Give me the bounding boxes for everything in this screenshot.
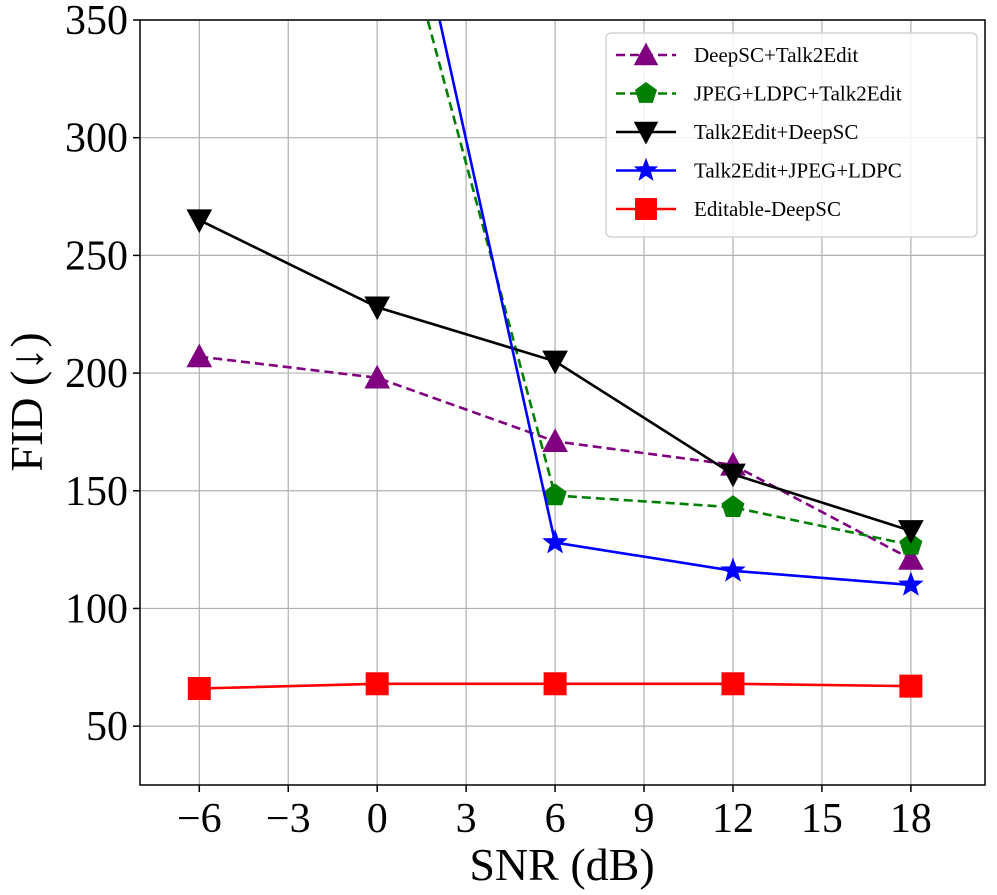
data-point-editable-deepsc xyxy=(365,672,389,696)
y-tick-label: 100 xyxy=(65,586,128,632)
legend-label: Talk2Edit+DeepSC xyxy=(694,120,858,144)
data-point-deepsc-talk2edit xyxy=(186,343,213,368)
y-tick-label: 250 xyxy=(65,233,128,279)
legend-label: Talk2Edit+JPEG+LDPC xyxy=(694,159,902,183)
x-tick-label: 6 xyxy=(545,796,566,842)
x-tick-label: 18 xyxy=(890,796,932,842)
x-tick-label: −6 xyxy=(177,796,222,842)
legend-item-editable-deepsc: Editable-DeepSC xyxy=(616,197,841,221)
series-line-jpeg-ldpc-talk2edit xyxy=(426,20,912,547)
data-point-editable-deepsc xyxy=(721,672,745,696)
y-tick-label: 50 xyxy=(86,704,128,750)
series-talk2edit-jpeg-ldpc xyxy=(438,20,924,596)
legend-marker-deepsc-talk2edit xyxy=(633,42,659,66)
y-axis-label: FID (↓) xyxy=(1,332,52,471)
legend-box xyxy=(605,32,978,238)
data-point-jpeg-ldpc-talk2edit xyxy=(721,495,745,518)
data-point-talk2edit-deepsc xyxy=(186,209,213,234)
x-tick-label: −3 xyxy=(266,796,311,842)
plot-frame xyxy=(139,19,986,786)
x-tick-label: 0 xyxy=(367,796,388,842)
data-point-talk2edit-deepsc xyxy=(898,520,924,544)
legend-item-deepsc-talk2edit: DeepSC+Talk2Edit xyxy=(616,42,859,67)
legend-label: DeepSC+Talk2Edit xyxy=(694,43,859,67)
data-point-talk2edit-deepsc xyxy=(542,350,568,375)
legend-item-talk2edit-jpeg-ldpc: Talk2Edit+JPEG+LDPC xyxy=(616,157,902,183)
data-point-deepsc-talk2edit xyxy=(898,545,924,570)
series-layer xyxy=(186,20,924,700)
series-editable-deepsc xyxy=(187,672,923,700)
data-point-editable-deepsc xyxy=(187,676,211,700)
legend-marker-jpeg-ldpc-talk2edit xyxy=(635,81,657,103)
y-tick-label: 200 xyxy=(65,351,128,397)
data-point-jpeg-ldpc-talk2edit xyxy=(543,483,567,506)
legend-item-jpeg-ldpc-talk2edit: JPEG+LDPC+Talk2Edit xyxy=(616,82,902,106)
y-tick-label: 300 xyxy=(65,116,128,162)
y-tick-label: 350 xyxy=(65,0,128,44)
x-tick-label: 3 xyxy=(456,796,477,842)
data-point-talk2edit-jpeg-ldpc xyxy=(720,557,746,582)
x-tick-label: 9 xyxy=(634,796,655,842)
data-point-editable-deepsc xyxy=(543,672,567,696)
data-point-deepsc-talk2edit xyxy=(542,428,568,453)
series-talk2edit-deepsc xyxy=(186,209,924,544)
data-point-talk2edit-deepsc xyxy=(720,463,746,488)
y-tick-label: 150 xyxy=(65,469,128,515)
x-tick-label: 15 xyxy=(801,796,843,842)
series-line-talk2edit-jpeg-ldpc xyxy=(438,20,911,587)
data-point-editable-deepsc xyxy=(899,674,923,698)
x-tick-label: 12 xyxy=(712,796,754,842)
data-point-deepsc-talk2edit xyxy=(364,364,391,389)
legend-marker-talk2edit-deepsc xyxy=(633,121,659,145)
legend-label: JPEG+LDPC+Talk2Edit xyxy=(694,82,902,106)
x-axis-label: SNR (dB) xyxy=(469,839,654,890)
legend-marker-editable-deepsc xyxy=(635,198,657,220)
legend-label: Editable-DeepSC xyxy=(694,197,841,221)
legend: DeepSC+Talk2Edit JPEG+LDPC+Talk2Edit Talk2… xyxy=(605,32,978,238)
data-point-talk2edit-jpeg-ldpc xyxy=(542,529,568,554)
legend-marker-talk2edit-jpeg-ldpc xyxy=(633,157,659,181)
data-point-talk2edit-deepsc xyxy=(364,296,391,321)
data-point-talk2edit-jpeg-ldpc xyxy=(898,571,924,596)
axis-ticks: −6 −3 0 3 6 9 12 15 18 50 100 150 200 250 300 350 xyxy=(65,0,932,842)
legend-item-talk2edit-deepsc: Talk2Edit+DeepSC xyxy=(616,120,858,145)
